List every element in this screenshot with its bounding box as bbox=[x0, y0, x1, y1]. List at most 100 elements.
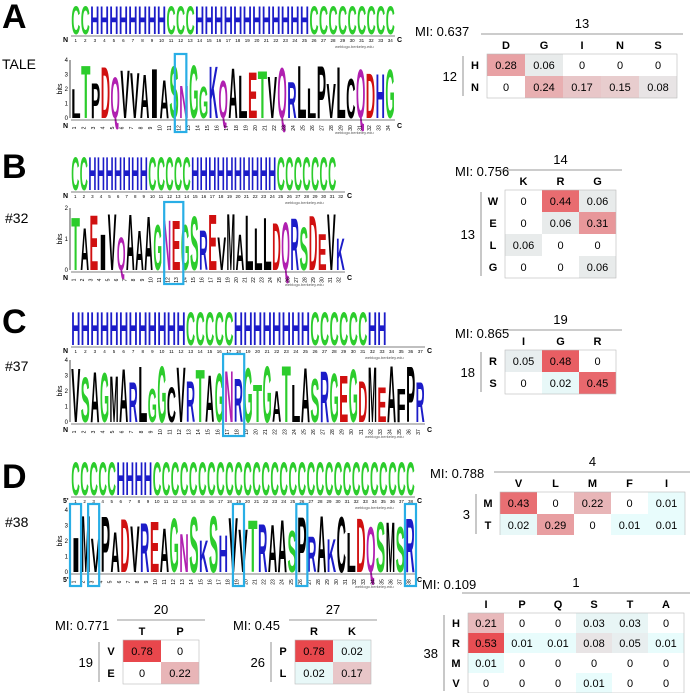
frequency-cell bbox=[468, 633, 504, 653]
frequency-value: 0.22 bbox=[582, 498, 603, 510]
frequency-value: 0.17 bbox=[571, 82, 592, 94]
ss-letter: H bbox=[148, 305, 157, 356]
ss-letter: C bbox=[357, 0, 366, 43]
ss-letter: H bbox=[200, 150, 208, 201]
ss-tick-label: 15 bbox=[193, 194, 199, 199]
seq-tick-label: 12 bbox=[165, 277, 171, 283]
seq-logo-letter: S bbox=[81, 365, 90, 436]
ss-tick-label: 21 bbox=[265, 349, 271, 354]
ss-tick-label: 26 bbox=[312, 349, 318, 354]
ss-letter: C bbox=[89, 455, 98, 506]
frequency-cell bbox=[525, 54, 563, 76]
highlight-box bbox=[173, 52, 188, 134]
logo-credit: weblogo.berkeley.edu bbox=[335, 130, 374, 135]
ss-tick-label: 25 bbox=[278, 194, 284, 199]
ss-letter: C bbox=[176, 0, 185, 43]
ss-tick-label: 25 bbox=[303, 349, 309, 354]
ss-letter: C bbox=[376, 0, 385, 43]
row-residue-label: N bbox=[471, 82, 479, 94]
ss-letter: H bbox=[140, 150, 148, 201]
frequency-value: 0 bbox=[617, 60, 623, 72]
ss-tick-label: 23 bbox=[261, 194, 267, 199]
column-residue-label: M bbox=[588, 478, 597, 490]
seq-tick-label: 16 bbox=[207, 579, 213, 585]
ss-letter: H bbox=[252, 0, 261, 43]
seq-logo-letter: C bbox=[337, 500, 346, 589]
row-residue-label: E bbox=[107, 668, 114, 680]
seq-axis-start: N bbox=[63, 123, 68, 130]
column-residue-label: S bbox=[590, 599, 597, 611]
frequency-value: 0 bbox=[520, 218, 526, 230]
seq-tick-label: 18 bbox=[234, 429, 240, 435]
ss-letter: H bbox=[268, 150, 276, 201]
ss-letter: H bbox=[100, 0, 109, 43]
seq-logo-letter: T bbox=[282, 350, 291, 440]
ss-tick-label: 36 bbox=[408, 349, 414, 354]
mi-table-svg: MI: 0.788 4 V L M F I 3 M 0.43 0 0.22 0 0.01 T 0.02 0.29… bbox=[430, 454, 691, 537]
row-residue-label: E bbox=[489, 218, 496, 230]
frequency-cell bbox=[123, 640, 161, 662]
seq-axis-start: N bbox=[63, 275, 68, 282]
ss-letter: H bbox=[126, 455, 135, 506]
seq-logo-letter: H bbox=[219, 526, 228, 584]
seq-logo-letter: V bbox=[108, 198, 117, 288]
seq-logo-letter: T bbox=[258, 58, 267, 133]
seq-tick-label: 10 bbox=[158, 429, 164, 435]
ss-letter: C bbox=[319, 0, 328, 43]
seq-tick-label: 13 bbox=[180, 579, 186, 585]
ss-letter: H bbox=[97, 150, 105, 201]
seq-logo-letter: G bbox=[148, 379, 157, 433]
seq-tick-label: 30 bbox=[349, 429, 355, 435]
seq-tick-label: 1 bbox=[71, 278, 77, 281]
mi-table-svg: MI: 0.45 27 R K 26 P 0.78 0.02 L 0.02 0.17 bbox=[233, 602, 377, 685]
seq-logo-letter: D bbox=[356, 504, 365, 589]
seq-tick-label: 13 bbox=[174, 277, 180, 283]
column-residue-label: L bbox=[552, 478, 559, 490]
frequency-value: 0 bbox=[557, 240, 563, 252]
seq-tick-label: 38 bbox=[406, 579, 412, 585]
ss-letter: C bbox=[165, 150, 173, 201]
bits-label: bits bbox=[57, 535, 64, 546]
seq-tick-label: 37 bbox=[416, 429, 422, 435]
ss-letter: H bbox=[71, 305, 80, 356]
seq-tick-label: 4 bbox=[100, 126, 106, 129]
frequency-value: 0.17 bbox=[341, 668, 362, 680]
ss-letter: H bbox=[157, 0, 166, 43]
seq-logo-letter: S bbox=[209, 500, 218, 590]
ss-tick-label: 23 bbox=[272, 499, 278, 504]
ss-letter: H bbox=[301, 305, 310, 356]
seq-tick-label: 14 bbox=[183, 277, 189, 283]
seq-logo-letter: A bbox=[160, 68, 169, 130]
ss-tick-label: 6 bbox=[122, 38, 125, 43]
ss-tick-label: 37 bbox=[399, 499, 405, 504]
ss-letter: C bbox=[361, 455, 370, 506]
ss-letter: C bbox=[334, 455, 343, 506]
ss-tick-label: 13 bbox=[176, 194, 182, 199]
seq-logo-letter: S bbox=[396, 514, 405, 586]
seq-logo-letter: G bbox=[100, 358, 109, 437]
ss-tick-label: 6 bbox=[120, 499, 123, 504]
seq-tick-label: 8 bbox=[135, 580, 141, 583]
row-residue-label: S bbox=[489, 378, 496, 390]
seq-logo-letter: T bbox=[248, 505, 257, 588]
ss-letter: H bbox=[234, 150, 242, 201]
column-residue-label: T bbox=[139, 626, 146, 638]
ss-letter: C bbox=[80, 455, 89, 506]
ss-letter: C bbox=[338, 0, 347, 43]
seq-tick-label: 26 bbox=[298, 579, 304, 585]
seq-tick-label: 29 bbox=[325, 579, 331, 585]
seq-logo-letter: A bbox=[135, 219, 144, 282]
frequency-value: 0 bbox=[579, 60, 585, 72]
frequency-cell bbox=[639, 76, 677, 98]
row-position-label: 3 bbox=[463, 507, 470, 522]
row-residue-label: V bbox=[452, 678, 460, 690]
ss-tick-label: 3 bbox=[91, 194, 94, 199]
logo-credit: weblogo.berkeley.edu bbox=[355, 505, 394, 510]
frequency-value: 0 bbox=[139, 668, 145, 680]
seq-tick-label: 10 bbox=[153, 579, 159, 585]
frequency-cell bbox=[500, 514, 537, 536]
ss-letter: C bbox=[270, 455, 279, 506]
ss-axis-start: 5' bbox=[63, 498, 69, 505]
seq-tick-label: 11 bbox=[167, 125, 173, 130]
logo-svg: H H H H H H H H H H H H C C C C C H H H H H H H H C C C C C C H H1 2 3 4 5 6 7… bbox=[57, 303, 432, 440]
